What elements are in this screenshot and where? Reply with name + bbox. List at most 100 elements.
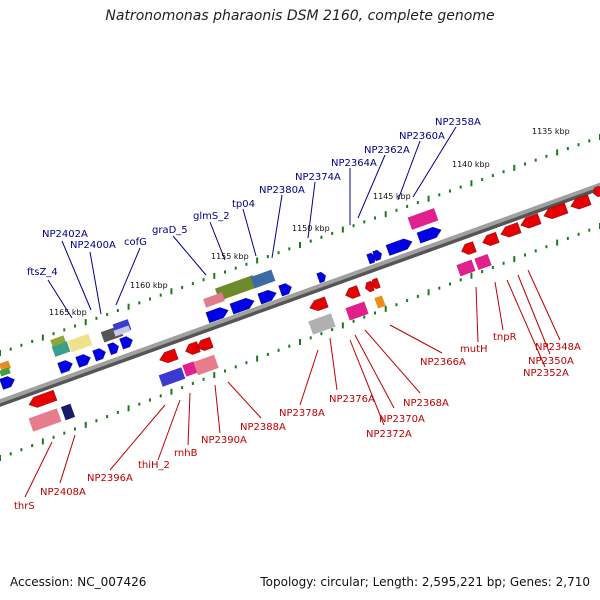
- scale-tick: [84, 319, 87, 326]
- gene-arrow: [371, 277, 381, 290]
- scale-tick: [31, 339, 34, 343]
- leader-line: [475, 286, 479, 343]
- gene-label: NP2400A: [70, 240, 116, 251]
- gene-label: NP2372A: [366, 429, 412, 440]
- gene-arrow: [57, 360, 73, 374]
- gene-label: tnpR: [493, 332, 517, 343]
- scale-tick: [52, 332, 55, 336]
- leader-line: [397, 140, 421, 201]
- scale-tick: [0, 455, 1, 461]
- gene-arrow: [257, 289, 277, 305]
- scale-tick: [416, 201, 419, 205]
- gene-label: cofG: [124, 237, 147, 248]
- scale-tick: [138, 301, 141, 305]
- scale-tick: [149, 398, 151, 402]
- scale-tick: [234, 365, 237, 369]
- scale-tick: [106, 312, 109, 316]
- gene-arrow: [75, 354, 91, 368]
- gene-arrow: [159, 348, 179, 364]
- scale-tick: [116, 410, 119, 414]
- gene-label: NP2380A: [259, 185, 305, 196]
- scale-tick: [577, 232, 580, 236]
- scale-tick: [427, 289, 430, 296]
- leader-line: [109, 404, 166, 471]
- gene-label: NP2408A: [40, 487, 86, 498]
- scale-tick: [309, 239, 312, 243]
- scale-tick: [106, 415, 109, 419]
- scale-label: 1145 kbp: [373, 192, 411, 201]
- scale-tick: [331, 328, 334, 332]
- leader-line: [59, 434, 76, 484]
- scale-tick: [213, 272, 216, 279]
- scale-tick: [224, 369, 226, 373]
- gene-features: [0, 185, 600, 432]
- gene-arrow: [416, 226, 442, 244]
- scale-tick: [95, 316, 98, 320]
- gene-block: [407, 208, 439, 230]
- leader-line: [209, 221, 226, 261]
- scale-tick: [74, 324, 76, 328]
- leader-line: [329, 337, 338, 391]
- leader-line: [299, 349, 319, 406]
- scale-tick: [352, 224, 355, 228]
- scale-tick: [245, 262, 248, 266]
- gene-block: [28, 408, 62, 432]
- gene-label: NP2362A: [364, 145, 410, 156]
- gene-label: NP2360A: [399, 131, 445, 142]
- gene-label: graD_5: [152, 225, 188, 236]
- scale-tick: [395, 208, 398, 212]
- scale-tick: [374, 216, 376, 220]
- gene-block: [60, 403, 76, 421]
- scale-tick: [588, 139, 591, 143]
- scale-tick: [74, 427, 76, 431]
- scale-tick: [566, 236, 569, 240]
- scale-tick: [127, 405, 130, 412]
- scale-tick: [149, 297, 151, 301]
- scale-tick: [63, 328, 66, 332]
- gene-label: NP2388A: [240, 422, 286, 433]
- scale-label: 1135 kbp: [532, 127, 570, 136]
- scale-tick: [577, 143, 580, 147]
- leader-line: [214, 384, 221, 434]
- scale-tick: [234, 266, 237, 270]
- gene-block: [456, 259, 476, 277]
- gene-label: NP2348A: [535, 342, 581, 353]
- gene-label: glmS_2: [193, 211, 230, 222]
- scale-label: 1165 kbp: [49, 308, 87, 317]
- scale-tick: [556, 149, 559, 156]
- scale-tick: [459, 185, 462, 189]
- scale-tick: [524, 253, 526, 257]
- accession-text: Accession: NC_007426: [10, 575, 147, 589]
- leader-line: [412, 126, 457, 198]
- scale-tick: [84, 421, 87, 428]
- gene-label: tp04: [232, 199, 255, 210]
- scale-tick: [320, 235, 323, 239]
- scale-label: 1150 kbp: [292, 224, 330, 233]
- leader-line: [307, 181, 316, 239]
- gene-arrow: [92, 348, 106, 362]
- gene-arrow: [372, 249, 382, 262]
- leader-line: [494, 281, 504, 331]
- leader-line: [115, 247, 141, 306]
- gene-label: NP2366A: [420, 357, 466, 368]
- scale-tick: [513, 256, 516, 263]
- scale-tick: [449, 282, 451, 286]
- scale-tick: [256, 257, 259, 264]
- scale-tick: [395, 303, 398, 307]
- scale-label: 1155 kbp: [211, 252, 249, 261]
- scale-tick: [524, 162, 526, 166]
- gene-label: NP2402A: [42, 229, 88, 240]
- scale-tick: [406, 204, 409, 208]
- scale-tick: [309, 336, 312, 340]
- gene-block: [50, 335, 66, 347]
- leader-line: [227, 381, 262, 419]
- scale-tick: [438, 286, 441, 290]
- gene-arrow: [0, 376, 15, 390]
- scale-tick: [95, 419, 98, 423]
- gene-label: NP2378A: [279, 408, 325, 419]
- gene-label: rnhB: [174, 448, 198, 459]
- leader-line: [242, 208, 257, 257]
- scale-tick: [191, 282, 194, 286]
- scale-tick: [299, 242, 301, 248]
- scale-tick: [384, 305, 387, 312]
